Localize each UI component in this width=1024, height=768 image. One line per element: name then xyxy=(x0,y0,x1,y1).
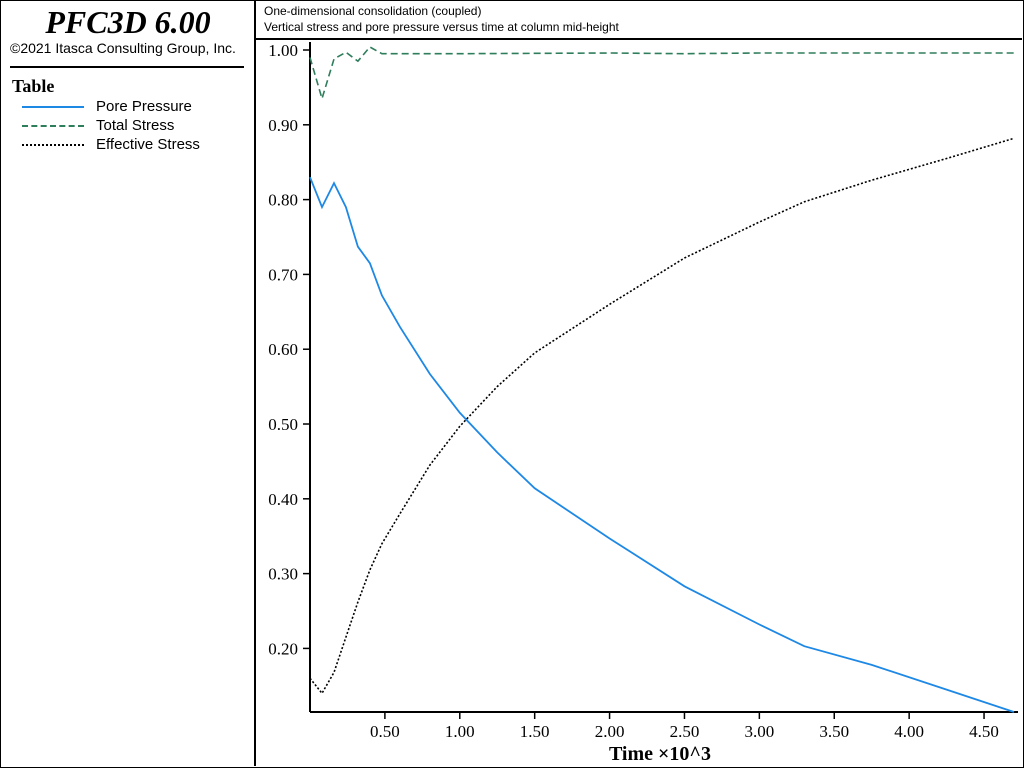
chart-header: One-dimensional consolidation (coupled) … xyxy=(256,0,1022,40)
x-tick-label: 3.00 xyxy=(744,722,774,741)
legend-swatch-total-stress xyxy=(22,125,84,127)
legend-label-total-stress: Total Stress xyxy=(96,117,175,134)
y-tick-label: 1.00 xyxy=(268,41,298,60)
chart-subtitle: Vertical stress and pore pressure versus… xyxy=(264,20,619,34)
legend-label-pore-pressure: Pore Pressure xyxy=(96,98,192,115)
x-tick-label: 1.00 xyxy=(445,722,475,741)
x-tick-label: 2.00 xyxy=(595,722,625,741)
x-tick-label: 0.50 xyxy=(370,722,400,741)
legend-label-effective-stress: Effective Stress xyxy=(96,136,200,153)
x-tick-label: 3.50 xyxy=(819,722,849,741)
separator xyxy=(10,66,244,68)
x-tick-label: 4.50 xyxy=(969,722,999,741)
x-tick-label: 2.50 xyxy=(670,722,700,741)
x-tick-label: 4.00 xyxy=(894,722,924,741)
y-tick-label: 0.50 xyxy=(268,415,298,434)
y-tick-label: 0.20 xyxy=(268,639,298,658)
y-tick-label: 0.80 xyxy=(268,191,298,210)
legend-swatch-pore-pressure xyxy=(22,106,84,108)
series-line-effective-stress xyxy=(309,137,1015,695)
y-tick-label: 0.90 xyxy=(268,116,298,135)
y-tick-label: 0.30 xyxy=(268,565,298,584)
series-line-total-stress xyxy=(309,45,1014,102)
chart-title: One-dimensional consolidation (coupled) xyxy=(264,4,482,18)
y-tick-label: 0.70 xyxy=(268,265,298,284)
x-axis-label: Time ×10^3 xyxy=(609,743,711,765)
legend-swatch-effective-stress xyxy=(22,144,84,146)
y-tick-label: 0.60 xyxy=(268,340,298,359)
copyright-text: ©2021 Itasca Consulting Group, Inc. xyxy=(10,40,236,56)
y-tick-label: 0.40 xyxy=(268,490,298,509)
legend-title: Table xyxy=(12,76,55,96)
series-line-pore-pressure xyxy=(309,176,1015,713)
legend-panel: PFC3D 6.00 ©2021 Itasca Consulting Group… xyxy=(0,0,256,766)
app-title: PFC3D 6.00 xyxy=(45,4,211,40)
x-tick-label: 1.50 xyxy=(520,722,550,741)
